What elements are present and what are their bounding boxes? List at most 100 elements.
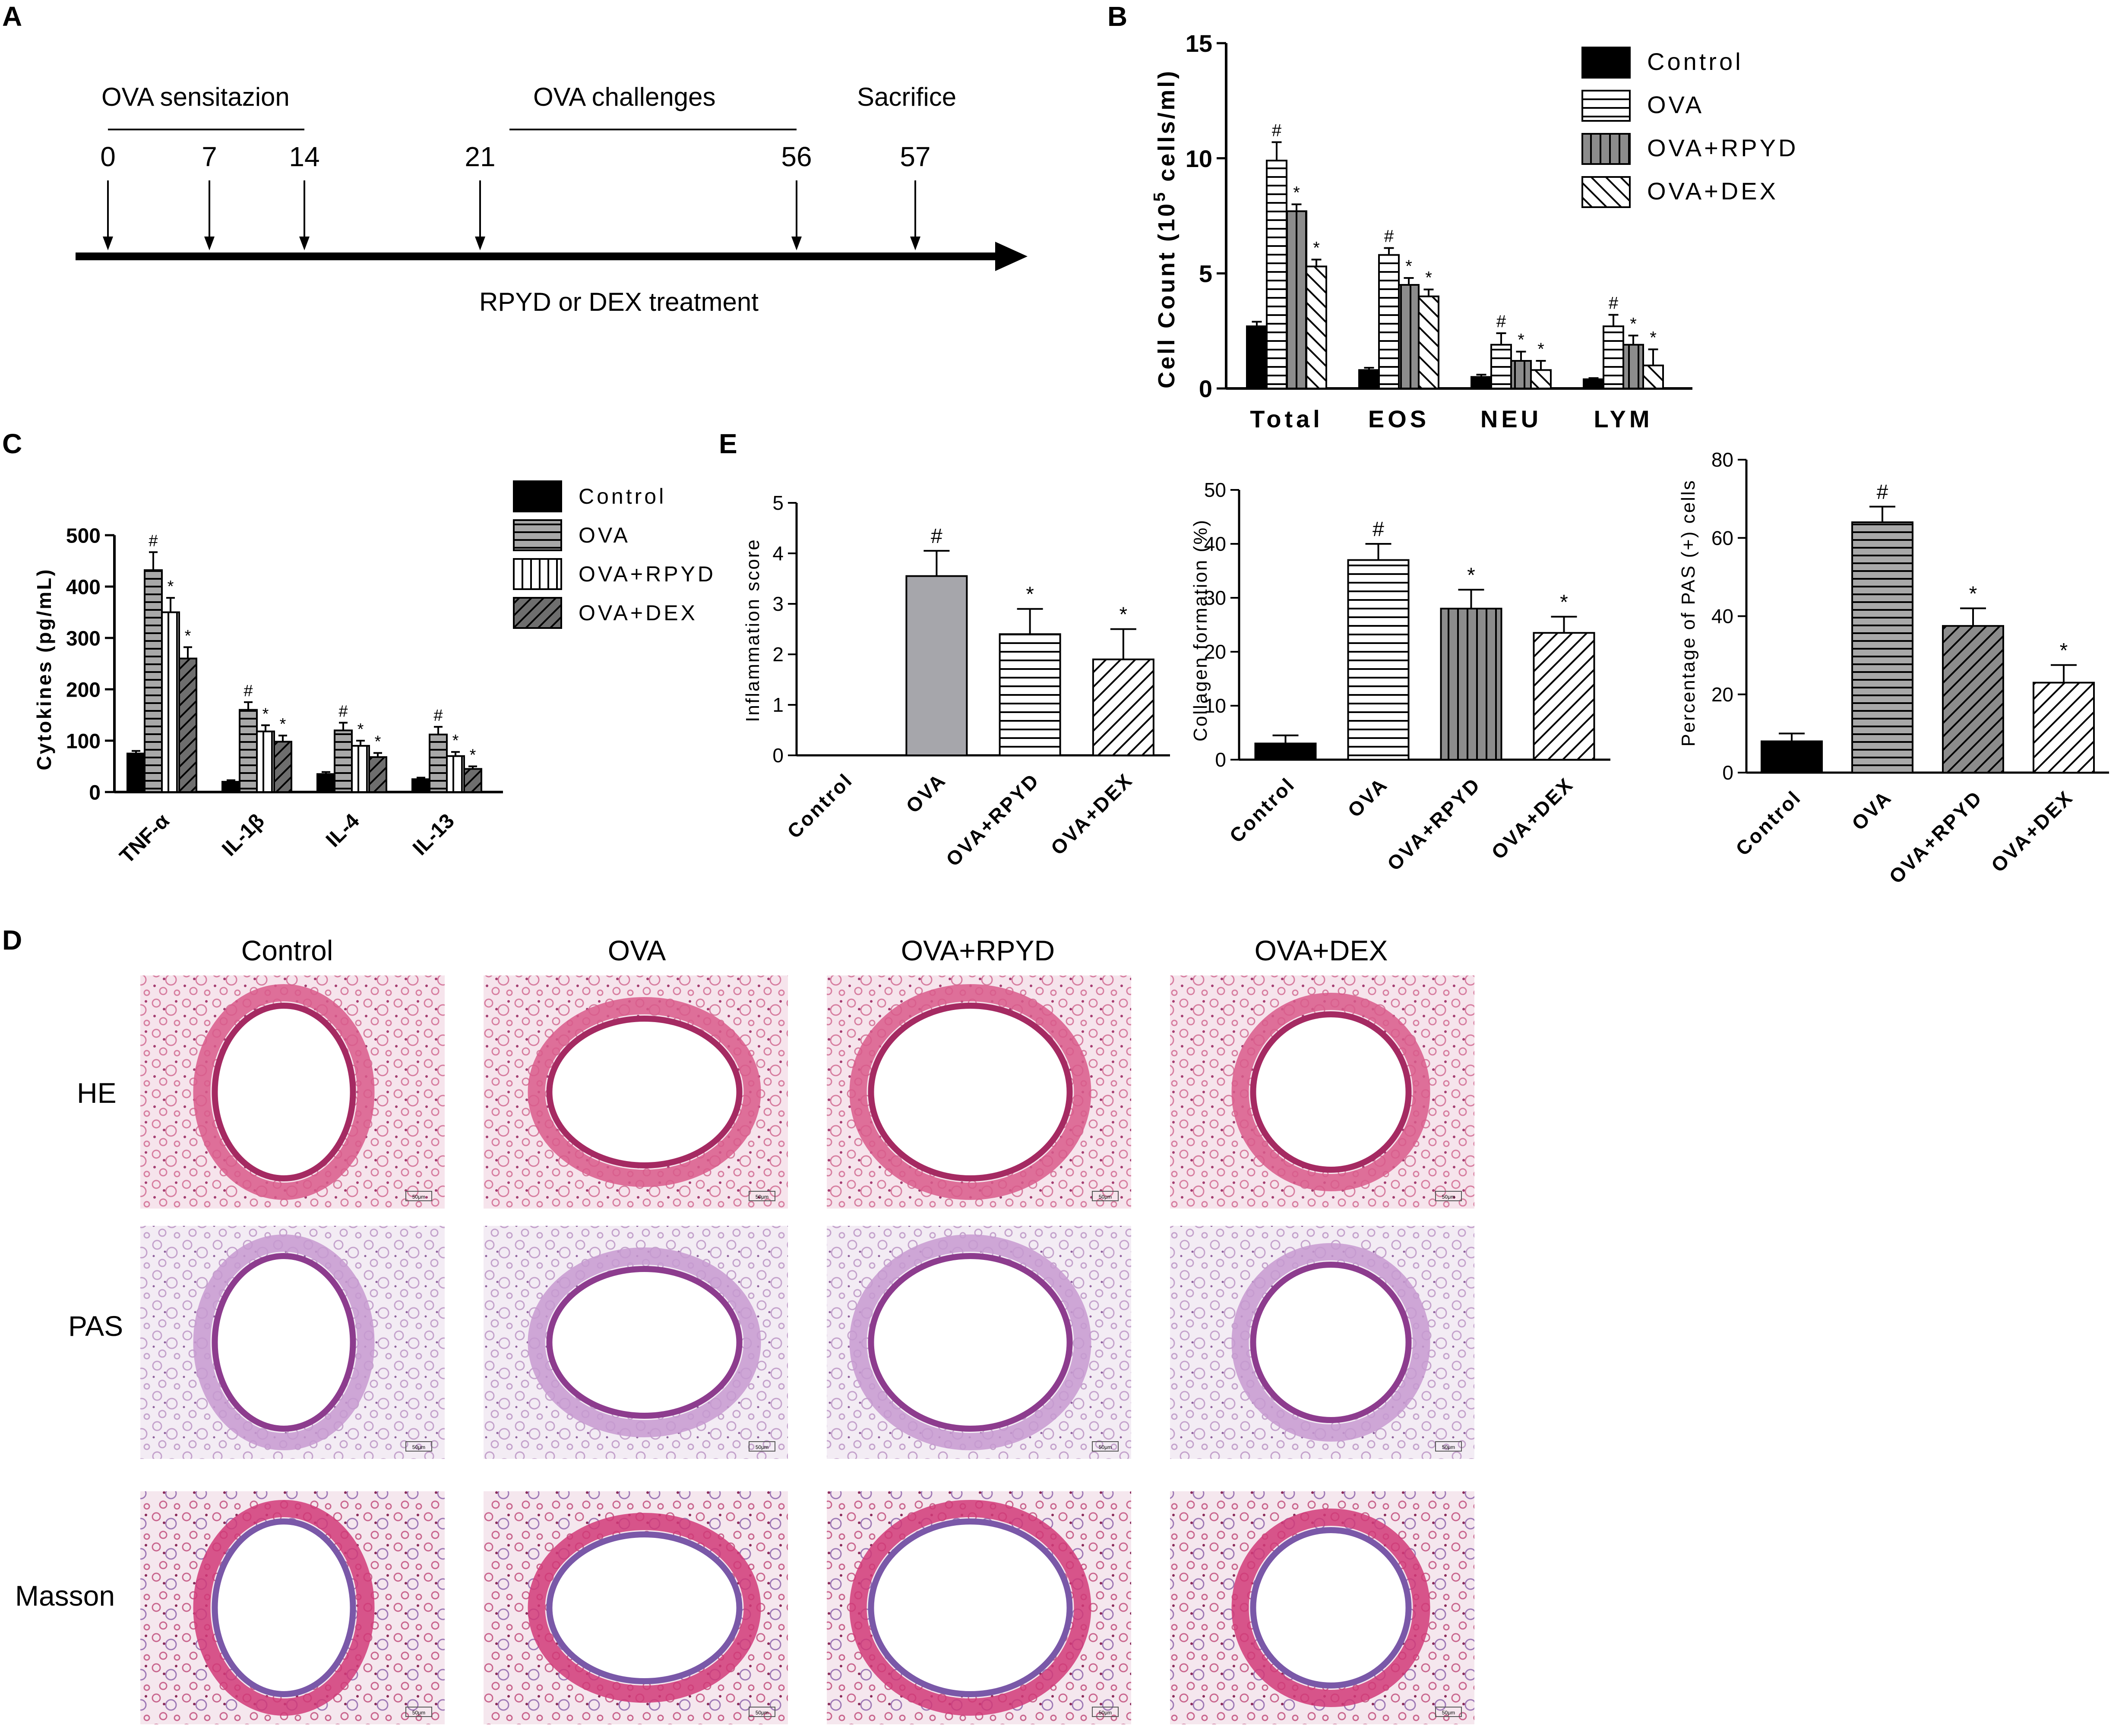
y-tick-label: 0 xyxy=(772,744,784,767)
panel-label-d: D xyxy=(2,925,22,956)
histology-he-control: 50μm xyxy=(140,975,445,1209)
panel-b-ylabel-main: Cell Count (10 xyxy=(1154,202,1180,388)
bar xyxy=(221,781,240,793)
significance-mark: * xyxy=(1518,331,1524,350)
histology-col-ova-rpyd: OVA+RPYD xyxy=(901,934,1055,966)
histology-he-ova-dex: 50μm xyxy=(1170,975,1474,1209)
significance-mark: # xyxy=(1384,227,1394,246)
timeline-day-label: 21 xyxy=(465,141,495,172)
legend-label: OVA+DEX xyxy=(1647,177,1778,205)
timeline-day-label: 57 xyxy=(900,141,930,172)
bar xyxy=(1286,210,1307,389)
significance-mark: # xyxy=(1373,518,1384,541)
histology-he-ova: 50μm xyxy=(484,975,788,1209)
airway-wall xyxy=(1231,1243,1430,1442)
significance-mark: # xyxy=(931,525,942,548)
scale-bar xyxy=(1092,1707,1119,1717)
significance-mark: * xyxy=(1313,238,1320,257)
y-tick-label: 0 xyxy=(1199,375,1212,402)
scale-bar xyxy=(405,1707,432,1717)
category-label: IL-13 xyxy=(408,809,459,860)
bar xyxy=(144,569,163,793)
airway-wall xyxy=(528,997,761,1187)
bar xyxy=(1378,254,1400,390)
panel-e1-ylabel: Inflammation score xyxy=(742,538,763,722)
legend-label: Control xyxy=(1647,48,1743,75)
y-tick-label: 20 xyxy=(1204,641,1226,663)
bar xyxy=(1851,521,1913,773)
airway-lumen xyxy=(1250,1011,1412,1173)
timeline-day-arrowhead xyxy=(299,237,310,250)
category-label: OVA+DEX xyxy=(1487,773,1578,864)
timeline-day-arrowhead xyxy=(910,237,920,250)
bar xyxy=(1942,625,2004,773)
legend-swatch xyxy=(513,480,562,512)
significance-mark: * xyxy=(1405,257,1412,276)
bar xyxy=(429,733,448,793)
timeline-day-label: 56 xyxy=(781,141,812,172)
significance-mark: * xyxy=(1630,314,1637,333)
category-label: OVA xyxy=(901,768,950,817)
category-label: EOS xyxy=(1368,405,1429,432)
histology-masson-ova-dex: 50μm xyxy=(1170,1491,1474,1724)
bar xyxy=(1510,360,1532,389)
airway-lumen xyxy=(868,1518,1073,1697)
legend-swatch xyxy=(513,519,562,551)
bar xyxy=(446,755,465,793)
airway-wall xyxy=(849,1234,1091,1450)
category-label: OVA+RPYD xyxy=(1885,786,1987,888)
y-tick-label: 5 xyxy=(772,492,784,514)
significance-mark: * xyxy=(1560,591,1568,614)
airway-lumen xyxy=(868,1003,1073,1181)
histology-pas-control: 50μm xyxy=(140,1226,445,1459)
airway-wall xyxy=(528,1247,761,1437)
bar xyxy=(351,745,370,793)
significance-mark: # xyxy=(244,682,253,700)
airway-wall xyxy=(193,1234,375,1450)
y-tick-label: 30 xyxy=(1204,587,1226,609)
bar xyxy=(334,729,353,793)
significance-mark: # xyxy=(338,702,348,720)
legend-swatch xyxy=(1581,176,1631,208)
scale-bar xyxy=(1092,1191,1119,1201)
significance-mark: * xyxy=(375,733,381,751)
panel-label-e: E xyxy=(719,428,737,459)
bar xyxy=(1254,742,1317,761)
airway-lumen xyxy=(546,1016,743,1168)
bar xyxy=(1622,344,1644,390)
y-tick-label: 1 xyxy=(772,694,784,716)
timeline-day-arrowhead xyxy=(103,237,113,250)
airway-lumen xyxy=(212,1253,356,1432)
y-tick-label: 400 xyxy=(66,576,101,599)
category-label: Control xyxy=(783,768,857,843)
scale-bar xyxy=(749,1707,775,1717)
panel-c-ylabel: Cytokines (pg/mL) xyxy=(33,568,55,770)
bar xyxy=(411,778,430,793)
y-tick-label: 4 xyxy=(772,542,784,565)
bar xyxy=(1266,160,1287,389)
panel-b-ylabel-tail: cells/ml) xyxy=(1154,69,1180,190)
sacrifice-label: Sacrifice xyxy=(857,82,956,111)
bar xyxy=(1642,364,1664,390)
significance-mark: * xyxy=(470,746,476,764)
y-tick-label: 100 xyxy=(66,730,101,753)
bar xyxy=(273,741,292,793)
timeline-day-arrowhead xyxy=(475,237,485,250)
significance-mark: # xyxy=(1609,294,1619,312)
significance-mark: * xyxy=(357,720,364,739)
significance-mark: # xyxy=(433,707,443,725)
airway-wall xyxy=(849,1500,1091,1716)
airway-wall xyxy=(1231,993,1430,1191)
treatment-label: RPYD or DEX treatment xyxy=(479,287,759,316)
y-tick-label: 40 xyxy=(1204,533,1226,555)
scale-bar-label: 50μm xyxy=(1099,1444,1112,1450)
significance-mark: * xyxy=(452,732,459,750)
airway-lumen xyxy=(546,1266,743,1419)
category-label: OVA+RPYD xyxy=(1383,773,1485,875)
scale-bar xyxy=(1092,1441,1119,1452)
category-label: Total xyxy=(1250,405,1323,432)
panel-b-ylabel-sup: 5 xyxy=(1151,190,1169,202)
airway-lumen xyxy=(212,1518,356,1697)
bar xyxy=(1306,265,1327,389)
category-label: Control xyxy=(1731,786,1806,860)
